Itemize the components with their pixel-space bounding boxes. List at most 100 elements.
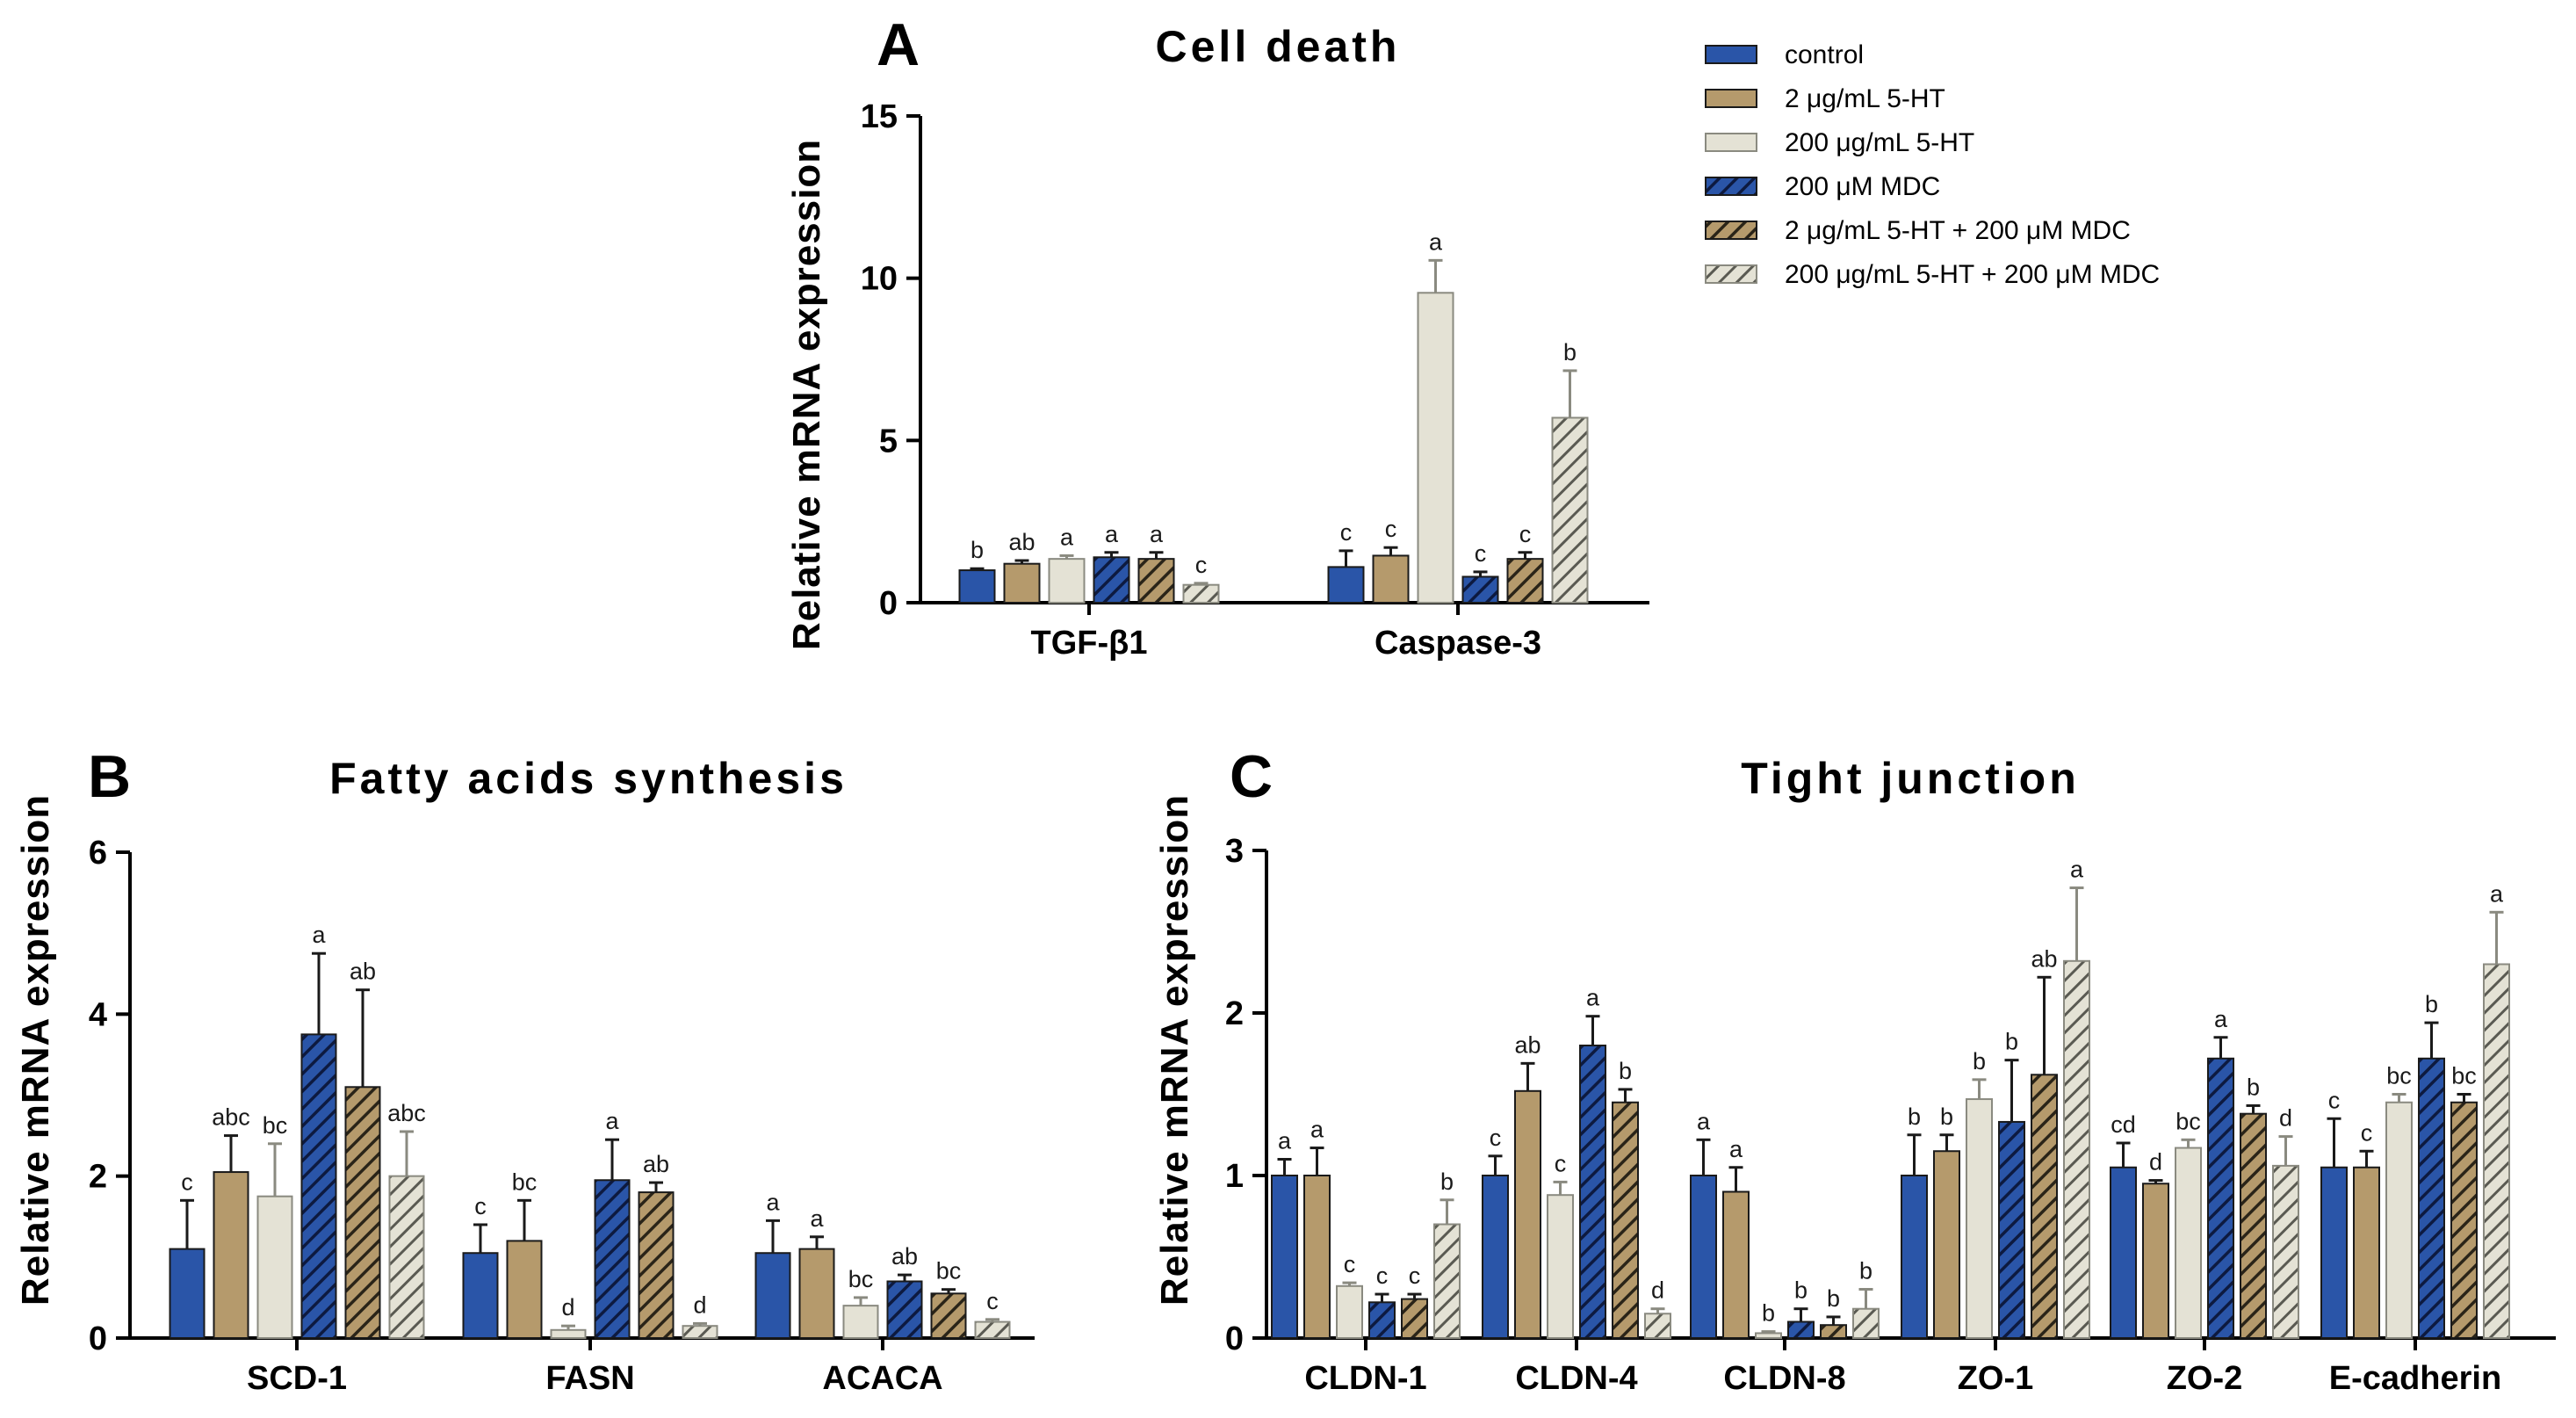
legend-swatch-200-ug-ml-5-ht [1705,133,1757,152]
panel-a-title: Cell death [1156,22,1401,71]
panel-b-acaca-200-ug-ml-5-ht-200-um-mdc-significance-label: c [986,1288,999,1314]
panel-c-e-cadherin-2-ug-ml-5-ht-bar [2353,1166,2380,1339]
legend-item-2-ug-ml-5-ht: 2 μg/mL 5-HT [1705,84,1945,113]
panel-a-tgf-beta1-2-ug-ml-5-ht-significance-label: ab [1008,529,1035,555]
panel-b-scd-1-2-ug-ml-5-ht-significance-label: abc [212,1104,250,1131]
panel-a-tgf-beta1-2-ug-ml-5-ht-200-um-mdc-significance-label: a [1150,521,1164,547]
panel-b-acaca-2-ug-ml-5-ht-200-um-mdc-bar [930,1292,967,1340]
panel-b-fasn-200-ug-ml-5-ht-significance-label: d [561,1294,574,1320]
panel-b-fasn-control-significance-label: c [474,1193,487,1219]
panel-a-y-axis-label: Relative mRNA expression [785,139,828,650]
panel-a-caspase-3-2-ug-ml-5-ht-significance-label: c [1385,516,1397,542]
panel-c-zo-2-200-um-mdc-significance-label: a [2214,1006,2228,1032]
panel-c-cldn-1-2-ug-ml-5-ht-significance-label: a [1310,1117,1324,1143]
panel-b-acaca-200-ug-ml-5-ht-200-um-mdc-bar [974,1320,1011,1339]
panel-a-tgf-beta1-200-um-mdc-bar [1093,556,1130,604]
panel-b-y-tick-label: 2 [89,1159,107,1196]
panel-a-caspase-3-200-um-mdc-significance-label: c [1475,540,1487,567]
panel-c-y-tick-label: 1 [1225,1158,1244,1195]
legend: control 2 μg/mL 5-HT 200 μg/mL 5-HT 200 μM … [1705,40,2160,289]
panel-c-cldn-8-2-ug-ml-5-ht-200-um-mdc-significance-label: b [1827,1285,1840,1312]
panel-c-cldn-1-200-ug-ml-5-ht-200-um-mdc-significance-label: b [1440,1168,1454,1195]
legend-item-200-ug-ml-5-ht-200-um-mdc: 200 μg/mL 5-HT + 200 μM MDC [1705,260,2160,289]
legend-label-2-ug-ml-5-ht-200-um-mdc: 2 μg/mL 5-HT + 200 μM MDC [1785,216,2131,245]
panel-c-y-tick-label: 0 [1225,1320,1244,1357]
panel-c-cldn-4-2-ug-ml-5-ht-200-um-mdc-significance-label: b [1619,1058,1632,1084]
panel-c-cldn-4-200-ug-ml-5-ht-200-um-mdc-significance-label: d [1651,1277,1664,1304]
panel-a-tgf-beta1-200-ug-ml-5-ht-significance-label: a [1060,524,1074,550]
panel-b-scd-1-200-ug-ml-5-ht-200-um-mdc-bar [388,1175,425,1339]
legend-swatch-200-ug-ml-5-ht-200-um-mdc [1705,264,1757,284]
panel-b-category-label-acaca: ACACA [822,1360,942,1397]
panel-c-zo-2-200-ug-ml-5-ht-significance-label: bc [2176,1108,2201,1134]
panel-c-cldn-8-200-ug-ml-5-ht-200-um-mdc-significance-label: b [1859,1258,1872,1284]
panel-a-tgf-beta1-control-significance-label: b [971,537,984,563]
panel-c-y-axis-label: Relative mRNA expression [1153,794,1196,1306]
panel-c-e-cadherin-200-ug-ml-5-ht-significance-label: bc [2386,1063,2412,1089]
panel-c-category-label-e-cadherin: E-cadherin [2329,1360,2501,1397]
panel-c-category-label-zo-1: ZO-1 [1958,1360,2034,1397]
panel-b-acaca-200-um-mdc-bar [886,1280,923,1339]
panel-b-acaca-2-ug-ml-5-ht-bar [798,1248,835,1340]
panel-b-acaca-200-um-mdc-significance-label: ab [891,1243,918,1270]
panel-c-cldn-1-control-bar [1271,1175,1298,1339]
panel-c-e-cadherin-2-ug-ml-5-ht-200-um-mdc-bar [2450,1101,2478,1339]
panel-a-tgf-beta1-200-um-mdc-significance-label: a [1105,521,1119,547]
legend-label-200-ug-ml-5-ht-200-um-mdc: 200 μg/mL 5-HT + 200 μM MDC [1785,260,2160,289]
panel-c-e-cadherin-control-significance-label: c [2328,1087,2341,1113]
panel-b-fasn-2-ug-ml-5-ht-200-um-mdc-significance-label: ab [643,1151,669,1177]
panel-a-caspase-3-200-ug-ml-5-ht-bar [1417,292,1454,604]
panel-a-tgf-beta1-200-ug-ml-5-ht-200-um-mdc-bar [1182,583,1220,604]
legend-item-control: control [1705,40,1864,69]
panel-a-y-tick-label: 5 [879,423,898,459]
panel-c-cldn-8-200-um-mdc-significance-label: b [1794,1277,1808,1304]
panel-a-caspase-3-200-ug-ml-5-ht-200-um-mdc-significance-label: b [1563,339,1577,365]
panel-c-cldn-1-2-ug-ml-5-ht-200-um-mdc-significance-label: c [1409,1262,1421,1289]
panel-b-scd-1-200-um-mdc-significance-label: a [312,922,326,948]
panel-a-caspase-3-control-significance-label: c [1340,519,1353,546]
panel-c-zo-2-control-significance-label: cd [2111,1111,2136,1138]
panel-c-e-cadherin-2-ug-ml-5-ht-200-um-mdc-significance-label: bc [2451,1063,2477,1089]
panel-c-cldn-4-control-bar [1482,1175,1509,1339]
panel-c-zo-1-control-significance-label: b [1908,1103,1921,1130]
panel-c-zo-2-2-ug-ml-5-ht-bar [2142,1183,2169,1339]
panel-c-category-label-cldn-4: CLDN-4 [1515,1360,1637,1397]
panel-c-zo-1-200-ug-ml-5-ht-significance-label: b [1973,1048,1986,1074]
panel-c-zo-2-200-ug-ml-5-ht-200-um-mdc-significance-label: d [2279,1105,2292,1132]
panel-c-zo-2-200-ug-ml-5-ht-200-um-mdc-bar [2272,1164,2299,1340]
panel-a-caspase-3-2-ug-ml-5-ht-200-um-mdc-significance-label: c [1519,521,1532,547]
panel-a-y-tick-label: 10 [861,261,898,298]
panel-b-scd-1-2-ug-ml-5-ht-200-um-mdc-significance-label: ab [350,959,376,985]
panel-c-category-label-cldn-8: CLDN-8 [1723,1360,1845,1397]
panel-c-zo-1-200-um-mdc-significance-label: b [2005,1029,2018,1055]
panel-c-e-cadherin-200-ug-ml-5-ht-bar [2385,1101,2413,1339]
panel-b-fatty-acids-chart: B Fatty acids synthesis Relative mRNA ex… [14,743,1035,1397]
panel-c-category-label-zo-2: ZO-2 [2167,1360,2243,1397]
panel-b-category-label-fasn: FASN [545,1360,634,1397]
panel-c-cldn-1-200-ug-ml-5-ht-bar [1336,1284,1363,1340]
panel-c-zo-1-2-ug-ml-5-ht-200-um-mdc-bar [2031,1074,2058,1340]
panel-c-zo-2-2-ug-ml-5-ht-200-um-mdc-significance-label: b [2247,1074,2260,1100]
panel-c-zo-1-control-bar [1901,1175,1928,1339]
panel-b-scd-1-200-um-mdc-bar [300,1033,337,1339]
panel-c-tight-junction-chart: C Tight junction Relative mRNA expressio… [1153,743,2556,1397]
panel-a-tgf-beta1-2-ug-ml-5-ht-bar [1003,562,1041,604]
panel-c-title: Tight junction [1741,754,2080,803]
panel-c-e-cadherin-200-ug-ml-5-ht-200-um-mdc-significance-label: a [2490,880,2504,907]
panel-b-fasn-200-ug-ml-5-ht-bar [550,1328,587,1339]
panel-letter-a: A [877,11,920,78]
panel-c-zo-1-2-ug-ml-5-ht-200-um-mdc-significance-label: ab [2031,945,2057,972]
panel-a-tgf-beta1-200-ug-ml-5-ht-200-um-mdc-significance-label: c [1195,552,1208,578]
panel-c-cldn-8-200-ug-ml-5-ht-200-um-mdc-bar [1852,1307,1880,1339]
panel-b-acaca-2-ug-ml-5-ht-significance-label: a [810,1205,824,1232]
panel-c-zo-2-200-um-mdc-bar [2207,1057,2234,1340]
panel-a-tgf-beta1-control-bar [958,569,996,604]
panel-c-cldn-1-200-um-mdc-bar [1368,1301,1396,1340]
panel-b-y-tick-label: 4 [89,996,107,1033]
panel-b-acaca-2-ug-ml-5-ht-200-um-mdc-significance-label: bc [936,1258,962,1284]
panel-c-zo-1-200-ug-ml-5-ht-200-um-mdc-significance-label: a [2070,857,2084,883]
panel-c-cldn-4-2-ug-ml-5-ht-significance-label: ab [1514,1031,1541,1058]
